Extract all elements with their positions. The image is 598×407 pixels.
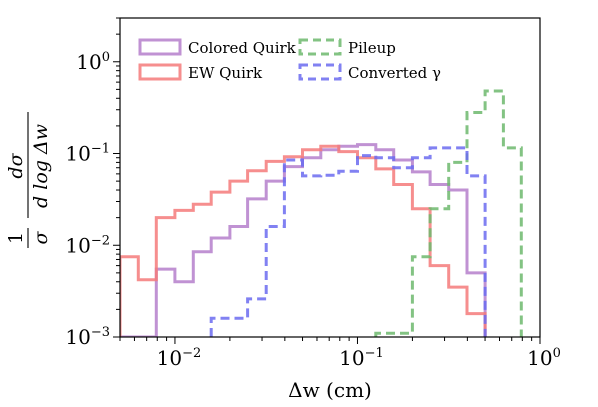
legend-swatch-1 bbox=[138, 63, 182, 81]
x-tick-label: 10−1 bbox=[339, 346, 384, 370]
legend-label-1: EW Quirk bbox=[188, 64, 263, 82]
series-line-2 bbox=[374, 89, 523, 337]
x-axis-label: Δw (cm) bbox=[288, 378, 372, 402]
y-label-prefix-num: 1 bbox=[5, 232, 27, 244]
series-layer bbox=[120, 89, 523, 337]
y-tick-label: 100 bbox=[76, 50, 110, 74]
y-tick-label: 10−3 bbox=[65, 325, 110, 349]
legend-label-3: Converted γ bbox=[348, 64, 441, 82]
series-line-3 bbox=[209, 146, 487, 337]
legend-swatch-2 bbox=[298, 38, 342, 56]
legend-label-0: Colored Quirk bbox=[188, 39, 297, 57]
y-tick-label: 10−2 bbox=[65, 233, 110, 257]
y-label-prefix-den: σ bbox=[30, 230, 52, 244]
legend-swatch-0 bbox=[138, 38, 182, 56]
y-tick-label: 10−1 bbox=[65, 142, 110, 166]
y-label-den: d log Δw bbox=[30, 124, 52, 208]
legend-label-2: Pileup bbox=[348, 39, 396, 57]
x-tick-label: 10−2 bbox=[157, 346, 202, 370]
y-axis-label: 1 σ dσ d log Δw bbox=[5, 112, 52, 248]
plot-frame bbox=[119, 17, 541, 338]
y-label-num: dσ bbox=[5, 152, 27, 178]
legend-swatch-3 bbox=[298, 63, 342, 81]
x-tick-label: 100 bbox=[527, 346, 561, 370]
ticks-layer: 10−2 10−1 100 10−3 10−2 10−1 100 bbox=[65, 17, 561, 370]
legend: Colored Quirk EW Quirk Pileup Converted γ bbox=[138, 38, 441, 82]
series-line-0 bbox=[120, 143, 487, 337]
